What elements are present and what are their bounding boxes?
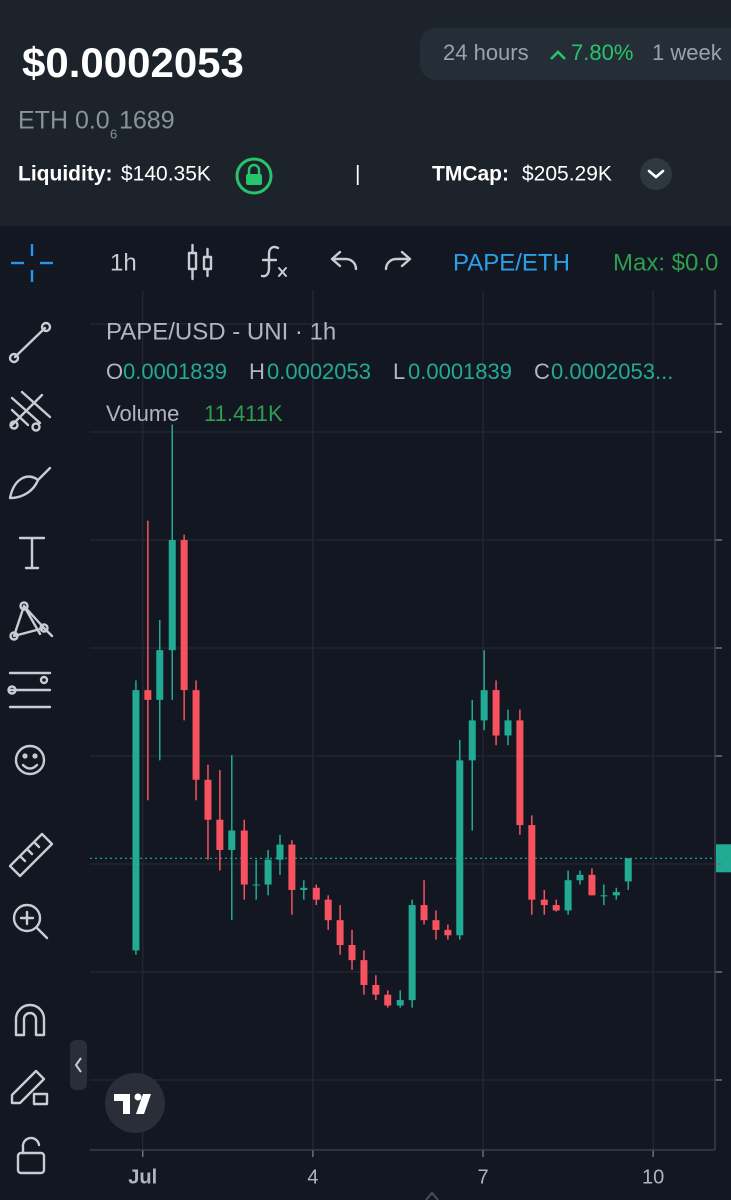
undo[interactable] (330, 250, 358, 271)
price: $0.0002053 (22, 39, 244, 86)
ohlc-value: 0.0001839 (123, 359, 227, 384)
x-tick-label: 4 (307, 1166, 318, 1188)
ohlc-value: 0.0002053 (267, 359, 371, 384)
candles (132, 424, 632, 1008)
max-price: Max: $0.0 (613, 249, 718, 276)
ohlc-label: L (393, 359, 405, 384)
scroll-handle[interactable] (425, 1191, 439, 1200)
crosshair-tool[interactable] (11, 244, 53, 282)
ohlc-label: H (249, 359, 265, 384)
ohlc-label: C (534, 359, 550, 384)
ohlc-label: O (106, 359, 123, 384)
chart-type-tool[interactable] (187, 243, 213, 281)
volume-value: 11.411K (204, 401, 283, 426)
last-price-marker (716, 844, 731, 873)
separator: | (355, 163, 360, 186)
drawing-tools[interactable] (7, 321, 54, 1175)
ohlc-value: 0.0001839 (408, 359, 512, 384)
interval[interactable]: 1h (110, 249, 137, 276)
x-tick-label: 7 (477, 1166, 488, 1188)
liquidity-value: $140.35K (121, 163, 211, 186)
liquidity-label: Liquidity: (18, 163, 112, 186)
timeframe-1w[interactable]: 1 week (652, 40, 723, 65)
ohlc-value: 0.0002053... (551, 359, 673, 384)
volume-label: Volume (106, 401, 179, 426)
redo (384, 250, 412, 271)
expand-button[interactable] (640, 158, 672, 190)
timeframe-change: 7.80% (571, 40, 633, 65)
chart-pane: PAPE/USD - UNI · 1h O 0.0001839 H 0.0002… (90, 290, 715, 1150)
x-tick-label: Jul (128, 1166, 157, 1188)
chart-title: PAPE/USD - UNI · 1h (106, 318, 336, 345)
eth-subscript: 6 (110, 126, 117, 141)
eth-digits: 1689 (119, 107, 175, 135)
eth-prefix: ETH 0.0 (18, 107, 110, 135)
tmcap-label: TMCap: (432, 163, 509, 186)
up-arrow (550, 50, 566, 60)
timeframe-pill (420, 28, 731, 80)
tradingview-logo (105, 1073, 165, 1133)
tmcap-value: $205.29K (522, 163, 612, 186)
collapse-tab[interactable] (70, 1040, 87, 1090)
pair[interactable]: PAPE/ETH (453, 249, 570, 276)
timeframe-24h[interactable]: 24 hours (443, 40, 529, 65)
x-tick-label: 10 (642, 1166, 664, 1188)
lock-badge[interactable] (235, 157, 273, 195)
indicators-tool[interactable] (260, 245, 287, 278)
